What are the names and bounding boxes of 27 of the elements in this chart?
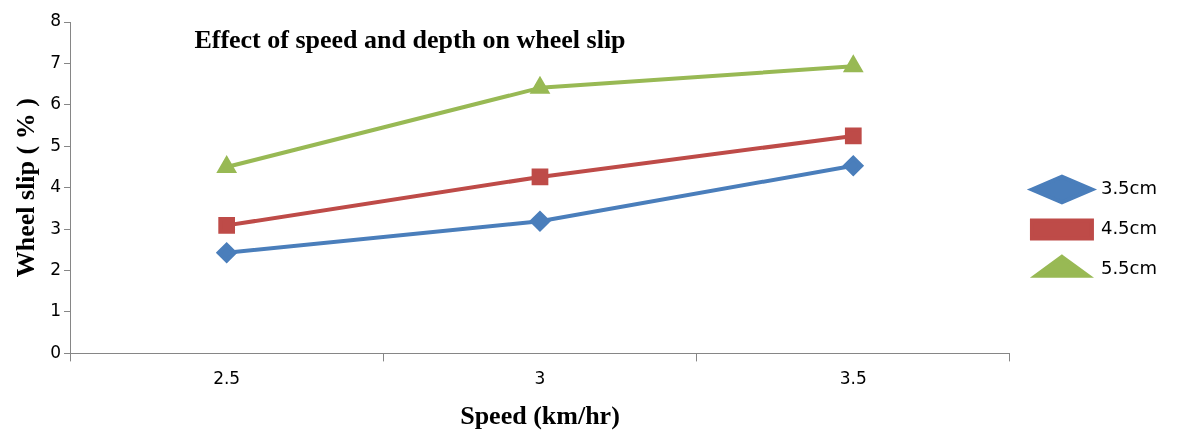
x-tick-label: 3.5 bbox=[839, 368, 867, 389]
x-tick-label: 3 bbox=[534, 368, 546, 389]
y-tick-label: 5 bbox=[50, 134, 62, 155]
y-tick-label: 0 bbox=[50, 341, 62, 362]
y-tick-label: 7 bbox=[50, 51, 62, 72]
y-tick-label: 1 bbox=[50, 300, 62, 321]
y-tick-label: 8 bbox=[50, 10, 62, 31]
point bbox=[217, 156, 236, 173]
point bbox=[218, 217, 236, 234]
point bbox=[844, 127, 862, 145]
y-tick-label: 3 bbox=[50, 217, 62, 238]
y-axis-title: Wheel slip ( % ) bbox=[11, 98, 41, 278]
x-axis-title: Speed (km/hr) bbox=[460, 401, 620, 431]
legend-label: 5.5cm bbox=[1100, 257, 1158, 279]
legend-label: 3.5cm bbox=[1100, 177, 1158, 199]
chart-title: Effect of speed and depth on wheel slip bbox=[194, 24, 626, 54]
point bbox=[844, 56, 863, 73]
y-tick-label: 4 bbox=[50, 176, 62, 197]
point bbox=[531, 168, 549, 186]
legend-label: 4.5cm bbox=[1100, 217, 1158, 239]
point bbox=[216, 242, 237, 263]
y-tick-label: 6 bbox=[50, 93, 62, 114]
y-tick-label: 2 bbox=[50, 258, 62, 279]
x-tick-label: 2.5 bbox=[213, 368, 241, 389]
point bbox=[531, 77, 549, 94]
point bbox=[529, 211, 550, 232]
point bbox=[843, 155, 864, 176]
